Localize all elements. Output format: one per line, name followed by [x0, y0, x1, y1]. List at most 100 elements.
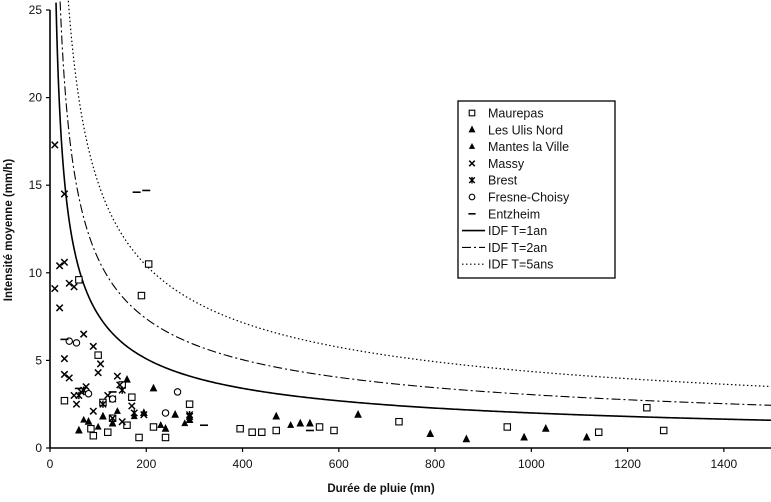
y-axis-ticks: 0 5 10 15 20 25 — [29, 3, 50, 455]
marker-square — [104, 428, 112, 436]
marker-circle — [468, 193, 476, 201]
legend-item: Mantes la Ville — [468, 140, 569, 154]
marker-x — [60, 258, 69, 267]
marker-triangle-filled — [468, 142, 476, 149]
legend-label: Les Ulis Nord — [488, 123, 563, 137]
marker-square — [468, 109, 476, 117]
idf-curve — [67, 0, 771, 388]
legend-label: Brest — [488, 174, 518, 188]
marker-square — [643, 403, 651, 412]
marker-triangle — [520, 432, 528, 441]
marker-square — [128, 393, 136, 401]
marker-triangle — [426, 429, 435, 437]
marker-x — [70, 283, 78, 291]
marker-triangle — [108, 418, 117, 427]
legend-item: Massy — [468, 157, 525, 171]
marker-x — [79, 330, 88, 338]
marker-square — [248, 428, 256, 436]
marker-circle — [84, 389, 93, 398]
marker-x — [89, 342, 98, 351]
marker-triangle — [185, 415, 194, 423]
legend-label: Massy — [488, 157, 525, 171]
marker-triangle — [272, 411, 281, 420]
marker-triangle — [462, 434, 471, 443]
legend-label: IDF T=5ans — [488, 258, 553, 272]
marker-square — [123, 421, 131, 429]
marker-square — [94, 351, 102, 359]
marker-x — [108, 414, 117, 422]
marker-x — [51, 141, 59, 149]
marker-x — [60, 370, 69, 379]
x-tick-label: 1400 — [711, 457, 738, 471]
legend: Maurepas Les Ulis Nord Mantes la Ville Mass… — [457, 100, 616, 279]
x-axis-title: Durée de pluie (mn) — [327, 483, 435, 495]
marker-x — [118, 417, 126, 426]
marker-circle — [108, 395, 117, 403]
marker-square — [135, 433, 143, 442]
legend-label: Maurepas — [488, 107, 544, 121]
marker-x — [51, 284, 59, 293]
marker-triangle-filled — [94, 422, 102, 430]
y-tick-label: 25 — [29, 3, 43, 17]
marker-x — [60, 190, 69, 198]
marker-x — [55, 304, 64, 312]
marker-square — [330, 426, 338, 435]
marker-square — [161, 433, 170, 442]
x-tick-label: 400 — [233, 457, 253, 471]
marker-square — [144, 260, 153, 268]
marker-circle — [72, 339, 81, 347]
series-massy — [51, 141, 194, 426]
legend-item: IDF T=2an — [462, 241, 547, 255]
marker-x — [65, 374, 73, 382]
legend-item: Fresne-Choisy — [468, 191, 570, 205]
series-entzheim — [60, 189, 314, 432]
series-mantes-la-ville — [80, 407, 295, 430]
marker-triangle-filled — [80, 415, 88, 423]
marker-triangle — [296, 418, 305, 427]
marker-square — [395, 417, 403, 426]
marker-triangle-filled — [181, 419, 189, 427]
legend-label: Fresne-Choisy — [488, 191, 570, 205]
marker-square — [89, 431, 98, 440]
marker-square — [185, 400, 194, 408]
marker-square — [149, 423, 158, 431]
legend-label: Entzheim — [488, 207, 540, 221]
legend-item: Maurepas — [468, 107, 544, 121]
y-axis-title: Intensité moyenne (mm/h) — [3, 159, 15, 302]
legend-item: IDF T=1an — [462, 224, 547, 238]
marker-square — [258, 428, 266, 436]
marker-square — [236, 424, 244, 433]
y-tick-label: 20 — [29, 91, 43, 105]
series-brest — [75, 386, 194, 419]
marker-triangle — [354, 410, 362, 418]
marker-asterisk — [468, 176, 476, 184]
x-tick-label: 1200 — [614, 457, 641, 471]
legend-item: Entzheim — [468, 207, 540, 221]
legend-label: IDF T=2an — [488, 241, 547, 255]
legend-label: Mantes la Ville — [488, 140, 569, 154]
marker-square — [659, 426, 668, 435]
legend-box — [457, 100, 616, 279]
marker-triangle — [161, 424, 170, 432]
marker-triangle — [149, 383, 158, 392]
marker-triangle — [306, 418, 314, 427]
x-axis-ticks: 0 200 400 600 800 1000 1200 1400 — [47, 448, 738, 471]
legend-item: IDF T=5ans — [462, 258, 553, 272]
marker-square — [87, 424, 95, 433]
marker-square — [60, 396, 69, 405]
marker-triangle — [541, 424, 550, 432]
marker-x — [89, 407, 98, 415]
marker-triangle — [123, 374, 131, 383]
legend-item: Les Ulis Nord — [468, 123, 563, 137]
x-tick-label: 1000 — [518, 457, 545, 471]
marker-asterisk — [118, 386, 126, 394]
idf-curve — [55, 2, 771, 422]
marker-x — [60, 354, 69, 363]
y-tick-label: 10 — [29, 266, 43, 280]
series-les-ulis-nord — [75, 374, 591, 443]
series-fresne-choisy — [65, 337, 182, 417]
marker-triangle — [75, 425, 83, 434]
data-markers — [51, 141, 668, 443]
marker-triangle-filled — [113, 407, 121, 414]
marker-square — [75, 276, 83, 284]
